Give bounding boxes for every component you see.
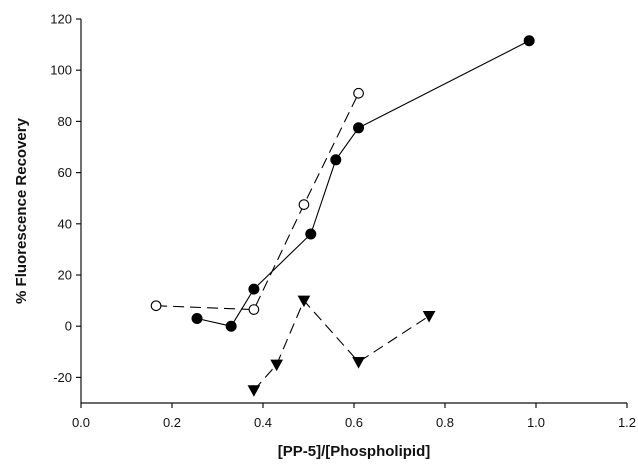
x-tick-label: 0.8 (436, 415, 454, 430)
y-tick-label: 120 (50, 12, 72, 27)
y-tick-label: -20 (53, 370, 72, 385)
data-point (353, 87, 364, 99)
data-point (305, 228, 317, 240)
series-3 (247, 295, 436, 397)
series-2 (150, 87, 364, 315)
data-point (422, 310, 436, 323)
y-axis-title: % Fluorescence Recovery (13, 117, 30, 304)
x-tick-label: 0.2 (163, 415, 181, 430)
series-line (156, 92, 360, 311)
series-line (196, 40, 530, 327)
data-point (247, 385, 261, 397)
ticks: 0.0 0.2 0.4 0.6 0.8 1.0 1.2 -20 0 20 40 60 80 100 120 (50, 12, 636, 431)
data-point (248, 304, 260, 315)
y-tick-label: 60 (58, 165, 72, 180)
data-point (225, 320, 237, 332)
data-point (353, 122, 365, 134)
data-point (523, 35, 535, 47)
y-tick-label: 100 (50, 63, 72, 78)
data-point (298, 199, 310, 210)
data-point (150, 300, 162, 312)
y-tick-label: 0 (65, 319, 72, 334)
y-tick-label: 80 (58, 114, 72, 129)
data-point (330, 154, 342, 166)
data-point (191, 313, 203, 325)
axes (80, 19, 627, 404)
x-tick-label: 1.0 (527, 415, 545, 430)
series-layer (150, 35, 535, 397)
x-tick-label: 1.2 (618, 415, 636, 430)
x-tick-label: 0.0 (72, 415, 90, 430)
y-tick-label: 40 (58, 216, 72, 231)
data-point (297, 295, 311, 308)
data-point (248, 283, 260, 295)
x-tick-label: 0.4 (254, 415, 272, 430)
series-line (253, 299, 430, 391)
series-1 (191, 35, 535, 332)
x-axis-title: [PP-5]/[Phospholipid] (278, 443, 430, 460)
y-tick-label: 20 (58, 268, 72, 283)
x-tick-label: 0.6 (345, 415, 363, 430)
data-point (270, 359, 283, 372)
data-point (352, 357, 365, 369)
